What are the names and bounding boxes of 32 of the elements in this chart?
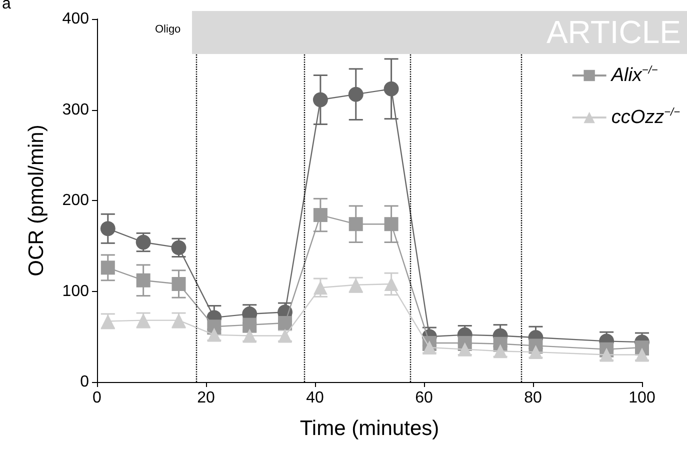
x-tick-label: 80 (524, 390, 542, 406)
point (313, 280, 328, 295)
text: a (2, 0, 11, 12)
legend-label: Alix−/− (610, 64, 658, 86)
x-axis-title: Time (minutes) (300, 417, 440, 440)
point (313, 208, 328, 222)
x-tick-label: 40 (306, 390, 324, 406)
point (312, 92, 328, 108)
y-tick-label: 100 (62, 282, 90, 300)
x-tick-label: 20 (197, 390, 215, 406)
point (136, 273, 150, 288)
point (384, 217, 398, 232)
point (348, 217, 363, 232)
annotation: Oligo (155, 24, 181, 36)
legend-label: ccOzz−/− (611, 106, 681, 128)
point (100, 221, 116, 236)
x-tick-label: 0 (92, 390, 102, 406)
point (600, 348, 614, 362)
point (384, 276, 398, 291)
point (458, 342, 472, 356)
point (348, 86, 364, 102)
point (207, 328, 222, 342)
x-tick-label: 60 (415, 390, 433, 406)
y-tick-label: 300 (62, 101, 90, 118)
x-tick-label: 100 (628, 390, 656, 406)
y-tick-label: 400 (62, 10, 90, 28)
y-axis-title: OCR (pmol/min) (25, 124, 48, 276)
y-tick-label: 200 (62, 192, 90, 209)
point (100, 260, 115, 275)
y-tick-label: 0 (80, 374, 90, 390)
point (172, 276, 186, 291)
point (384, 81, 399, 96)
